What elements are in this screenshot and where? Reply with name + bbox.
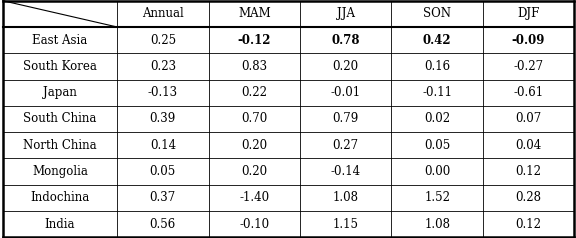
Text: 0.14: 0.14	[150, 139, 176, 152]
Text: 1.52: 1.52	[424, 191, 450, 204]
Text: 0.37: 0.37	[150, 191, 176, 204]
Text: 0.16: 0.16	[424, 60, 450, 73]
Text: -0.09: -0.09	[512, 34, 545, 47]
Text: Japan: Japan	[43, 86, 77, 99]
Text: 0.07: 0.07	[516, 113, 541, 125]
Text: 0.20: 0.20	[241, 165, 267, 178]
Text: 0.42: 0.42	[423, 34, 452, 47]
Text: -0.13: -0.13	[148, 86, 178, 99]
Text: 0.12: 0.12	[516, 218, 541, 231]
Text: 0.20: 0.20	[241, 139, 267, 152]
Text: 1.08: 1.08	[333, 191, 359, 204]
Text: Annual: Annual	[142, 7, 184, 20]
Text: 0.04: 0.04	[516, 139, 541, 152]
Text: 0.39: 0.39	[150, 113, 176, 125]
Text: East Asia: East Asia	[32, 34, 88, 47]
Text: -0.61: -0.61	[513, 86, 544, 99]
Text: -0.10: -0.10	[239, 218, 270, 231]
Text: 0.22: 0.22	[241, 86, 267, 99]
Text: India: India	[45, 218, 75, 231]
Text: 0.00: 0.00	[424, 165, 450, 178]
Text: Indochina: Indochina	[31, 191, 90, 204]
Text: 0.78: 0.78	[331, 34, 360, 47]
Text: 0.20: 0.20	[333, 60, 359, 73]
Text: -0.12: -0.12	[237, 34, 271, 47]
Text: South Korea: South Korea	[23, 60, 97, 73]
Text: 1.08: 1.08	[424, 218, 450, 231]
Text: 0.12: 0.12	[516, 165, 541, 178]
Text: 1.15: 1.15	[333, 218, 359, 231]
Text: 0.79: 0.79	[332, 113, 359, 125]
Text: -0.14: -0.14	[331, 165, 361, 178]
Text: -0.27: -0.27	[513, 60, 544, 73]
Text: 0.83: 0.83	[241, 60, 267, 73]
Text: 0.05: 0.05	[150, 165, 176, 178]
Text: 0.23: 0.23	[150, 60, 176, 73]
Text: 0.05: 0.05	[424, 139, 450, 152]
Text: 0.28: 0.28	[516, 191, 541, 204]
Text: MAM: MAM	[238, 7, 271, 20]
Text: 0.56: 0.56	[150, 218, 176, 231]
Text: 0.02: 0.02	[424, 113, 450, 125]
Text: 0.27: 0.27	[333, 139, 359, 152]
Text: -0.11: -0.11	[422, 86, 452, 99]
Text: SON: SON	[423, 7, 451, 20]
Text: JJA: JJA	[337, 7, 355, 20]
Text: North China: North China	[23, 139, 97, 152]
Text: DJF: DJF	[517, 7, 540, 20]
Text: -0.01: -0.01	[331, 86, 361, 99]
Text: Mongolia: Mongolia	[32, 165, 88, 178]
Text: 0.25: 0.25	[150, 34, 176, 47]
Text: South China: South China	[24, 113, 97, 125]
Text: 0.70: 0.70	[241, 113, 267, 125]
Text: -1.40: -1.40	[239, 191, 270, 204]
